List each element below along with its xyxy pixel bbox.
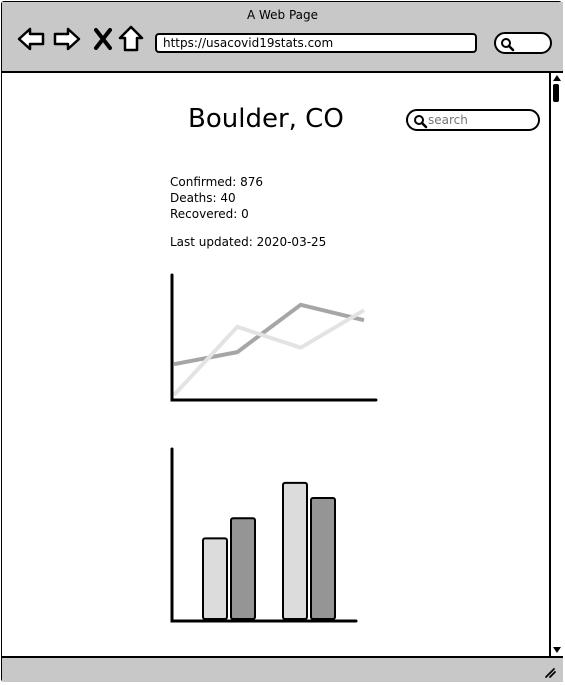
stats-block: Confirmed: 876 Deaths: 40 Recovered: 0	[170, 174, 263, 222]
line-chart-axes	[170, 273, 378, 402]
bar-chart-axes	[170, 447, 358, 623]
bar-g2-s1	[282, 481, 308, 620]
window-title: A Web Page	[246, 8, 319, 22]
vertical-scrollbar[interactable]	[549, 73, 563, 656]
title-bar: A Web Page https://usacovid19stats.com	[2, 2, 563, 73]
line-series-2	[173, 302, 365, 367]
page-title: Boulder, CO	[188, 104, 344, 134]
browser-search-field[interactable]	[494, 32, 552, 54]
line-chart	[170, 273, 378, 402]
search-box[interactable]	[406, 109, 540, 131]
forward-arrow-icon[interactable]	[52, 24, 82, 54]
bar-g1-s2	[230, 517, 256, 620]
bar-g1-s1	[202, 537, 228, 620]
line-series-1	[172, 308, 366, 397]
search-input[interactable]	[428, 112, 528, 128]
last-updated: Last updated: 2020-03-25	[170, 235, 327, 249]
scrollbar-thumb[interactable]	[553, 84, 559, 102]
status-bar	[2, 656, 563, 682]
bar-g2-s2	[310, 497, 336, 620]
home-icon[interactable]	[116, 24, 146, 54]
bar-chart	[170, 447, 358, 623]
resize-grip-icon[interactable]	[542, 664, 556, 678]
search-icon	[414, 115, 428, 129]
url-bar[interactable]: https://usacovid19stats.com	[155, 33, 477, 53]
page-content: Boulder, CO Confirmed: 876 Deaths: 40 Re…	[2, 73, 549, 656]
deaths-stat: Deaths: 40	[170, 191, 236, 205]
scroll-down-icon[interactable]	[552, 645, 562, 655]
scroll-up-icon[interactable]	[552, 73, 562, 83]
back-arrow-icon[interactable]	[16, 24, 46, 54]
confirmed-stat: Confirmed: 876	[170, 175, 264, 189]
search-icon	[501, 38, 515, 52]
recovered-stat: Recovered: 0	[170, 207, 249, 221]
close-icon[interactable]	[89, 24, 119, 54]
